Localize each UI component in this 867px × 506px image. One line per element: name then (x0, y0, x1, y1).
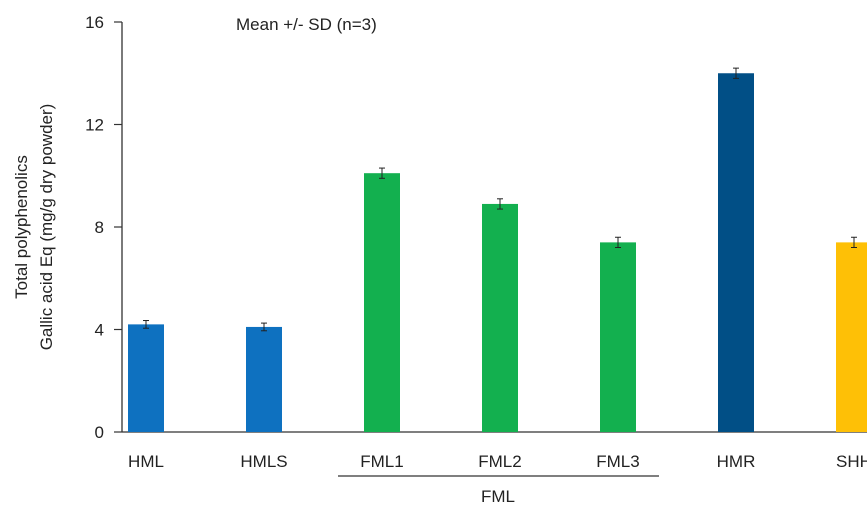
bar-hmls (246, 326, 282, 432)
bar-series (128, 67, 867, 432)
y-tick-label: 8 (95, 218, 104, 237)
bar-fml2 (482, 203, 518, 432)
y-tick-label: 16 (85, 13, 104, 32)
y-tick-label: 12 (85, 116, 104, 135)
chart-annotation: Mean +/- SD (n=3) (236, 15, 377, 34)
x-tick-label: HMR (717, 452, 756, 471)
x-tick-label: FML1 (360, 452, 403, 471)
bar-hmr (718, 73, 754, 432)
y-tick-label: 0 (95, 423, 104, 442)
bar-fml3 (600, 242, 636, 432)
x-axis-tick-labels: HML HMLS FML1 FML2 FML3 HMR SHH (128, 452, 867, 471)
x-tick-label: SHH (836, 452, 867, 471)
x-tick-label: FML3 (596, 452, 639, 471)
bar-shh (836, 242, 867, 432)
bar-fml1 (364, 173, 400, 432)
x-tick-label: FML2 (478, 452, 521, 471)
group-label: FML (481, 487, 515, 506)
y-axis-title-line-2: Gallic acid Eq (mg/g dry powder) (37, 104, 56, 351)
bar-hml (128, 324, 164, 432)
y-axis-ticks: 0 4 8 12 16 (85, 13, 122, 442)
x-tick-label: HML (128, 452, 164, 471)
y-axis-title-line-1: Total polyphenolics (12, 155, 31, 299)
y-tick-label: 4 (95, 321, 104, 340)
x-tick-label: HMLS (240, 452, 287, 471)
